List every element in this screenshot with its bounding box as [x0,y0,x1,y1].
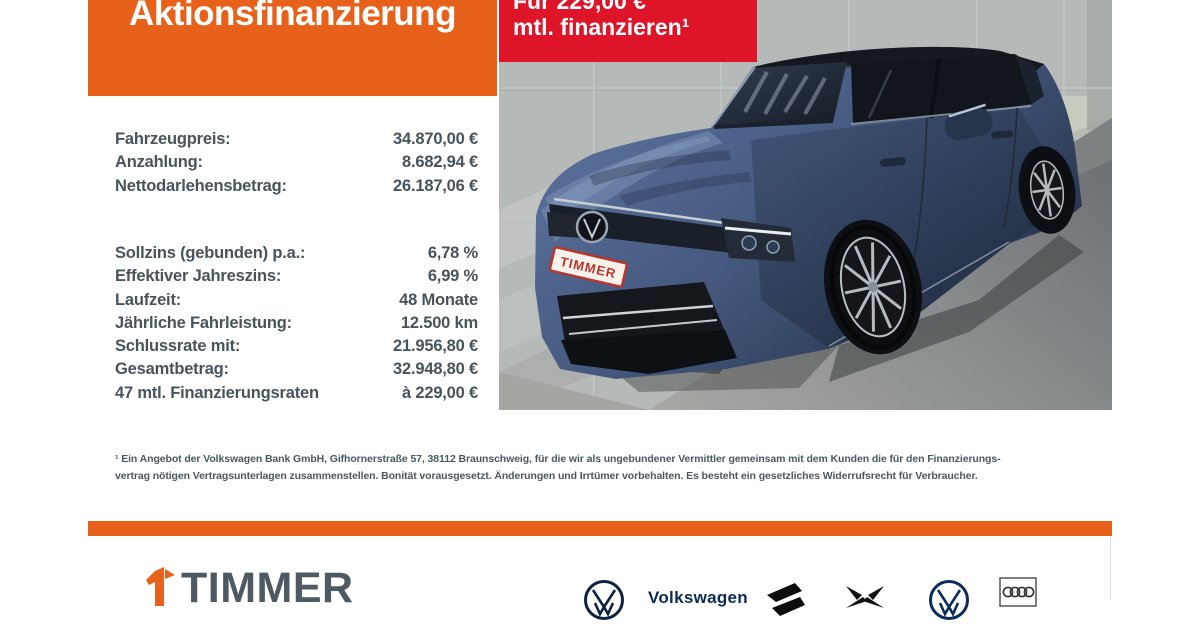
rear-wheel [1018,146,1076,234]
dealer-name: TIMMER [181,564,354,612]
row-label: Fahrzeugpreis: [115,130,231,148]
footer-vertical-divider [1110,536,1111,600]
price-line-2: mtl. finanzieren¹ [513,14,690,40]
volkswagen-wordmark: Volkswagen [648,588,748,607]
door-handle-front [880,157,906,167]
windshield [713,62,847,126]
vw-nutzfahrzeuge-logo-icon [928,579,970,626]
row-value: 26.187,06 € [393,176,478,195]
price-line-1: Für 229,00 € [513,0,646,14]
table-row: Effektiver Jahreszins: 6,99 % [115,265,478,288]
headlight-far [547,212,585,238]
vw-badge [575,210,609,244]
row-label: Sollzins (gebunden) p.a.: [115,244,306,262]
audi-logo-icon [999,577,1037,614]
row-label: Nettodarlehensbetrag: [115,176,287,195]
table-row: Nettodarlehensbetrag: 26.187,06 € [115,175,478,198]
car: TIMMER [535,46,1082,379]
row-label: 47 mtl. Finanzierungsraten [115,383,319,402]
front-wheel [823,219,923,355]
row-label: Schlussrate mit: [115,337,241,356]
row-value: 21.956,80 € [393,337,478,356]
promo-title: Aktionsfinanzierung [129,0,456,33]
table-row: Jährliche Fahrleistung: 12.500 km [115,312,478,335]
row-label: Anzahlung: [115,153,203,172]
row-label: Laufzeit: [115,290,182,309]
row-label: Effektiver Jahreszins: [115,267,282,286]
side-windows [851,54,1032,124]
table-row: 47 mtl. Finanzierungsraten à 229,00 € [115,382,478,405]
seat-logo-icon [764,580,806,623]
front-fascia [547,197,795,374]
price-banner: Für 229,00 € mtl. finanzieren¹ [499,0,757,62]
finance-table-top: Fahrzeugpreis: 34.870,00 € Anzahlung: 8.… [115,128,478,198]
footnote: ¹ Ein Angebot der Volkswagen Bank GmbH, … [115,451,1115,485]
row-value: 12.500 km [400,313,478,332]
row-label: Gesamtbetrag: [115,360,229,379]
table-row: Sollzins (gebunden) p.a.: 6,78 % [115,242,478,265]
row-value: 34.870,00 € [393,130,478,148]
vw-logo-icon [583,579,625,626]
table-row: Gesamtbetrag: 32.948,80 € [115,358,478,381]
dealer-logo-icon [146,566,176,611]
table-row: Schlussrate mit: 21.956,80 € [115,335,478,358]
footnote-line-1: ¹ Ein Angebot der Volkswagen Bank GmbH, … [115,453,1001,465]
row-value: 6,99 % [427,267,478,286]
row-value: 48 Monate [399,290,478,309]
door-handle-rear [991,130,1014,139]
vehicle-photo: TIMMER [499,0,1112,410]
promo-banner: Aktionsfinanzierung [88,0,497,96]
finance-table-main: Sollzins (gebunden) p.a.: 6,78 % Effekti… [115,242,478,405]
side-mirror [944,103,993,140]
footer-divider-bar [88,521,1112,536]
table-row: Laufzeit: 48 Monate [115,289,478,312]
row-value: 8.682,94 € [402,153,478,172]
table-row: Anzahlung: 8.682,94 € [115,151,478,174]
table-row: Fahrzeugpreis: 34.870,00 € [115,128,478,151]
row-label: Jährliche Fahrleistung: [115,313,292,332]
dealer-logo: TIMMER [146,564,354,612]
vehicle-photo-scene: TIMMER [499,0,1112,410]
row-value: 6,78 % [427,244,478,262]
footnote-line-2: vertrag nötigen Vertragsunterlagen zusam… [115,470,978,482]
row-value: 32.948,80 € [393,360,478,379]
row-value: à 229,00 € [402,383,478,402]
